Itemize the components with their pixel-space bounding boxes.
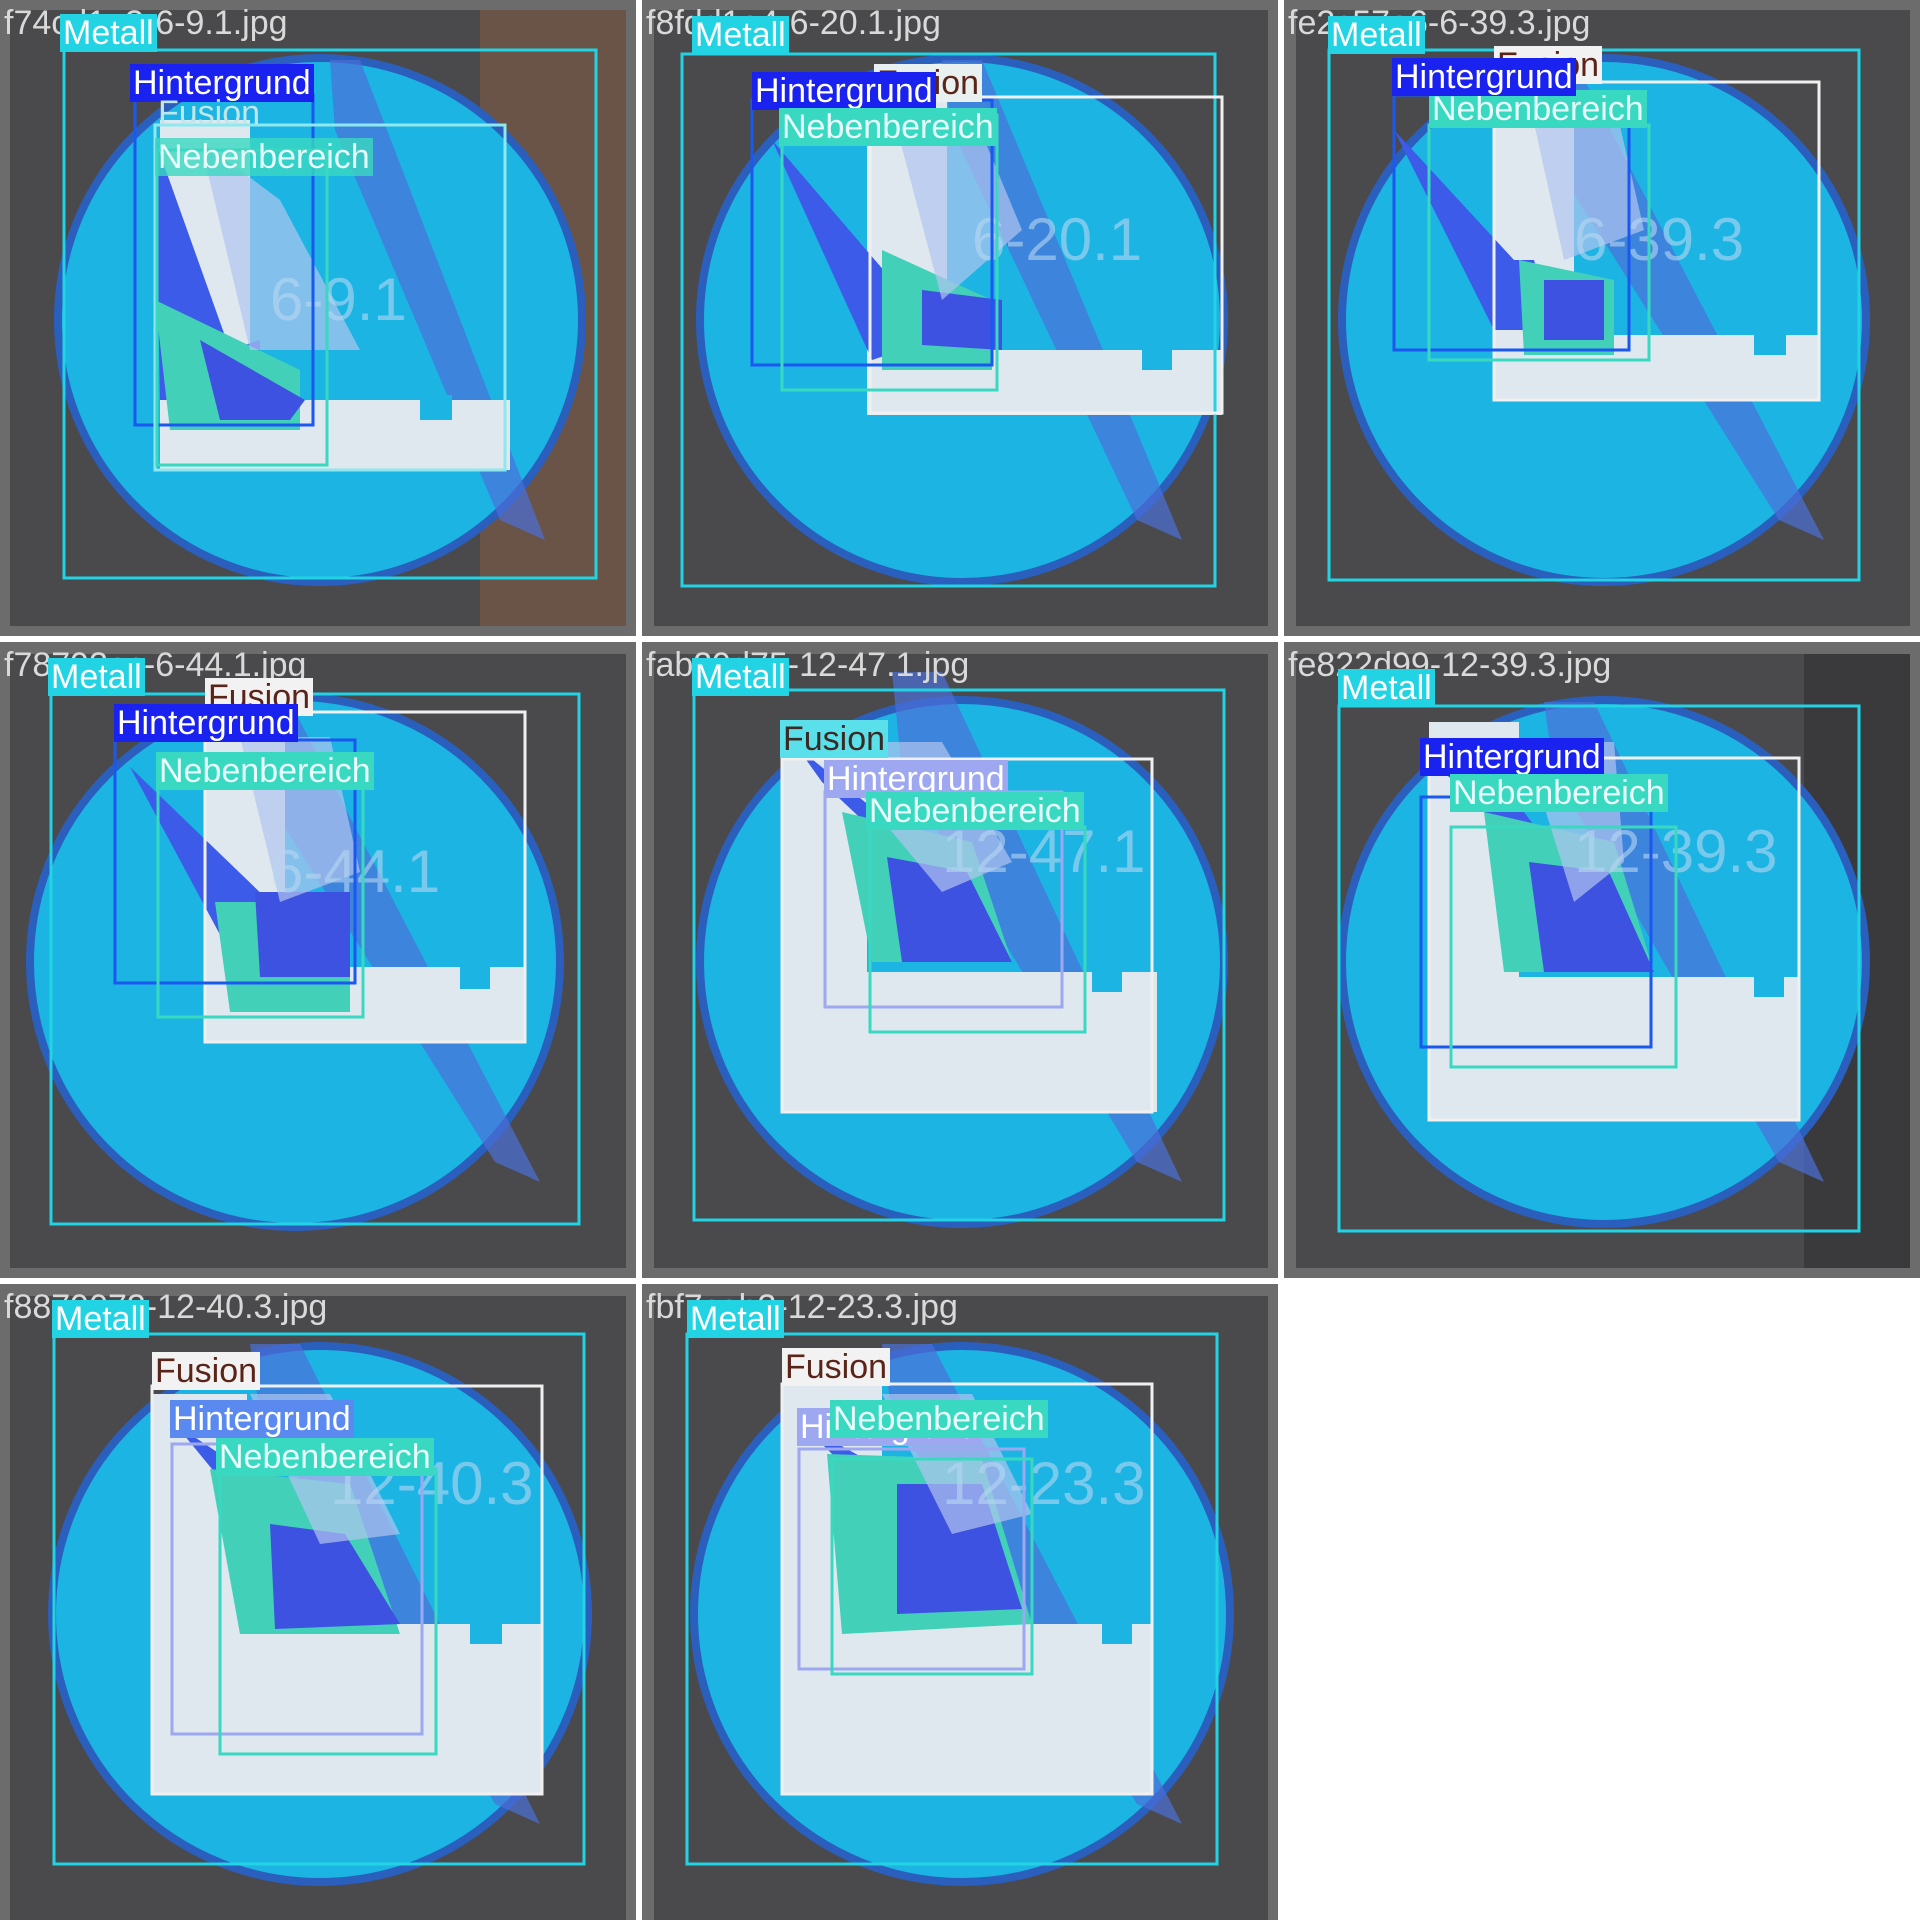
panel-2-image: 6-20.1 [654, 10, 1268, 626]
fusion-label: Fusion [782, 1348, 891, 1386]
nebenbereich-label: Nebenbereich [779, 108, 997, 146]
nebenbereich-label: Nebenbereich [1450, 774, 1668, 812]
panel-1[interactable]: 6-9.1 f74cd1a3-6-9.1.jpg Metall Hintergr… [0, 0, 636, 636]
hintergrund-label: Hintergrund [1392, 58, 1576, 96]
nebenbereich-label: Nebenbereich [155, 138, 373, 176]
fusion-label: Fusion [152, 1352, 261, 1390]
panel-7[interactable]: 12-40.3 f8879073-12-40.3.jpg Metall Fusi… [0, 1284, 636, 1920]
panel-3[interactable]: 6-39.3 fe2c57e6-6-39.3.jpg Metall Fusion… [1284, 0, 1920, 636]
hintergrund-label: Hintergrund [130, 64, 314, 102]
nebenbereich-label: Nebenbereich [866, 792, 1084, 830]
nebenbereich-label: Nebenbereich [156, 752, 374, 790]
panel-5-image: 12-47.1 [654, 654, 1268, 1268]
hintergrund-label: Hintergrund [170, 1400, 354, 1438]
filename-label: f8fdd1a4-6-20.1.jpg [646, 4, 941, 42]
filename-label: fe822d99-12-39.3.jpg [1288, 646, 1612, 684]
panel-2[interactable]: 6-20.1 f8fdd1a4-6-20.1.jpg Metall Fusion… [642, 0, 1278, 636]
hintergrund-label: Hintergrund [752, 72, 936, 110]
handwriting-mark: 6-9.1 [270, 266, 407, 333]
metall-label: Metall [48, 658, 145, 696]
handwriting-mark: 12-23.3 [942, 1450, 1146, 1517]
panel-8[interactable]: 12-23.3 fbf7cab3-12-23.3.jpg Metall Fusi… [642, 1284, 1278, 1920]
metall-label: Metall [60, 14, 157, 52]
panel-4[interactable]: 6-44.1 f78793ec-6-44.1.jpg Metall Fusion… [0, 642, 636, 1278]
metall-label: Metall [687, 1300, 784, 1338]
hintergrund-label: Hintergrund [1420, 738, 1604, 776]
metall-label: Metall [692, 16, 789, 54]
metall-label: Metall [52, 1300, 149, 1338]
handwriting-mark: 6-20.1 [972, 206, 1142, 273]
nebenbereich-label: Nebenbereich [216, 1438, 434, 1476]
panel-1-image: 6-9.1 [10, 10, 626, 626]
metall-label: Metall [1338, 669, 1435, 707]
panel-5[interactable]: 12-47.1 fab29d75-12-47.1.jpg Metall Fusi… [642, 642, 1278, 1278]
metall-label: Metall [1328, 16, 1425, 54]
nebenbereich-label: Nebenbereich [1429, 90, 1647, 128]
hintergrund-label: Hintergrund [114, 704, 298, 742]
nebenbereich-label: Nebenbereich [830, 1400, 1048, 1438]
panel-7-image: 12-40.3 [10, 1296, 626, 1920]
handwriting-mark: 6-39.3 [1574, 206, 1744, 273]
panel-6[interactable]: 12-39.3 fe822d99-12-39.3.jpg Metall Hint… [1284, 642, 1920, 1278]
metall-label: Metall [692, 658, 789, 696]
panel-8-image: 12-23.3 [654, 1296, 1268, 1920]
panel-4-image: 6-44.1 [10, 654, 626, 1268]
hintergrund-label: Hintergrund [824, 760, 1008, 798]
fusion-label: Fusion [158, 94, 261, 132]
fusion-label: Fusion [780, 720, 889, 758]
